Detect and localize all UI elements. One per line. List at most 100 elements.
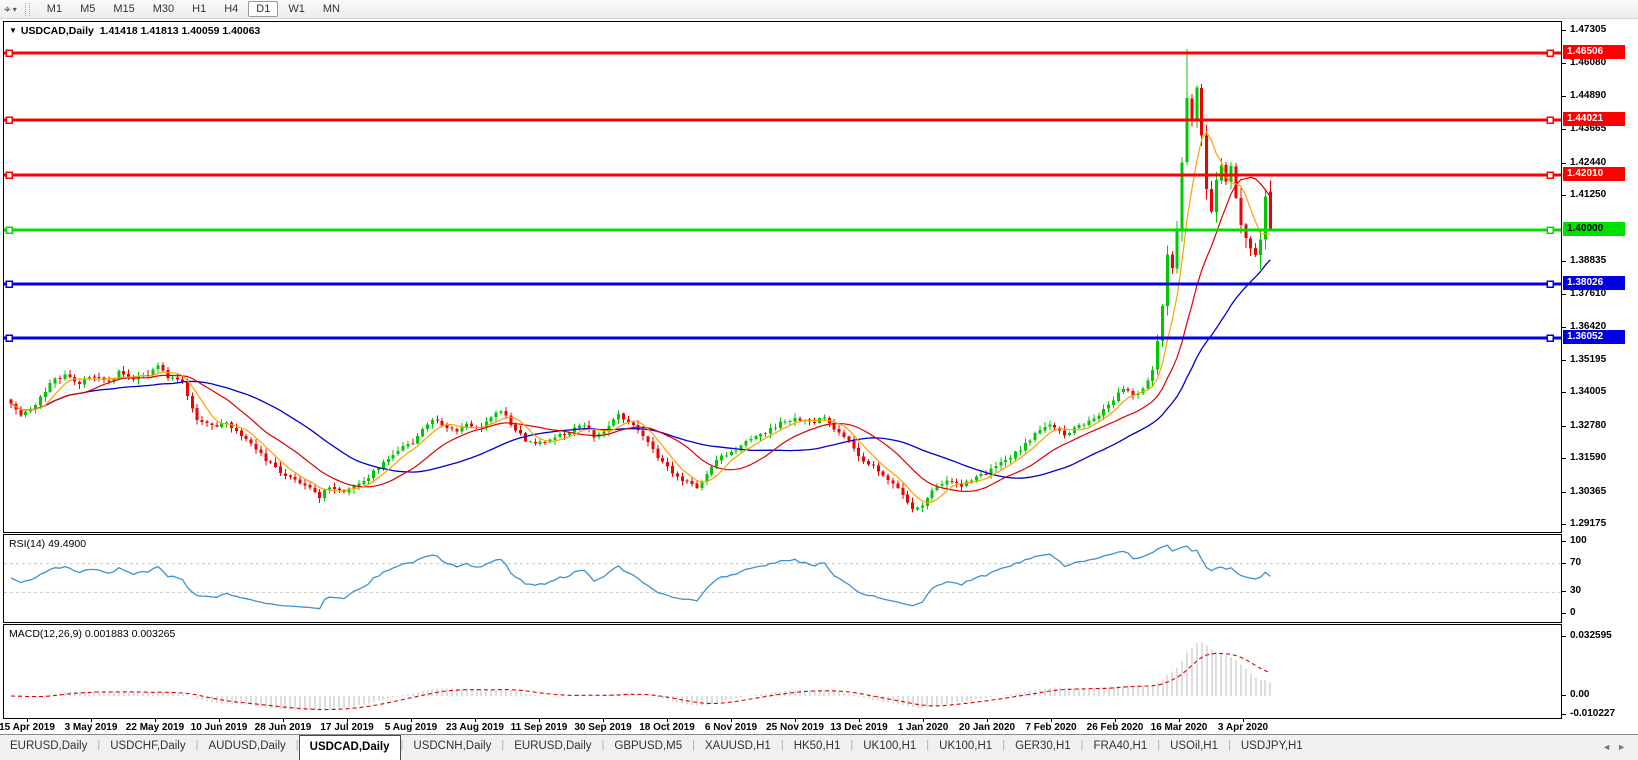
rsi-tick-label: 0 — [1562, 607, 1638, 619]
rsi-plot[interactable] — [4, 535, 1561, 622]
tab-separator: | — [1228, 739, 1231, 751]
timeframe-button-W1[interactable]: W1 — [288, 3, 305, 15]
tab-scroll-left-button[interactable]: ◄ — [1602, 742, 1618, 752]
chart-tab-USOil-H1[interactable]: USOil,H1 — [1170, 740, 1219, 752]
date-tick — [859, 718, 860, 722]
chart-tab-GBPUSD-M5[interactable]: GBPUSD,M5 — [614, 740, 683, 752]
chart-tab-EURUSD-Daily[interactable]: EURUSD,Daily — [10, 740, 88, 752]
main-chart-panel: ▼ USDCAD,Daily 1.41418 1.41813 1.40059 1.… — [3, 21, 1562, 533]
rsi-tick-label: 100 — [1562, 535, 1638, 547]
price-tick-label: 1.47305 — [1562, 24, 1638, 36]
timeframe-button-group: M1 M5 M15 M30 H1 H4 D1 W1 MN — [38, 1, 349, 17]
chart-cursor-icon[interactable]: ⌖ — [4, 2, 11, 16]
tab-separator: | — [1002, 739, 1006, 751]
macd-tick-label: 0.032595 — [1562, 630, 1638, 642]
tab-separator: | — [1080, 739, 1084, 751]
timeframe-button-H4[interactable]: H4 — [224, 3, 239, 15]
date-axis: 15 Apr 2019 3 May 2019 22 May 2019 10 Jun 2… — [0, 718, 1562, 734]
tab-separator: | — [501, 739, 505, 751]
rsi-tick-label: 30 — [1562, 585, 1638, 597]
tab-separator: | — [692, 739, 695, 751]
date-tick — [1051, 718, 1052, 722]
rsi-tick-label: 70 — [1562, 557, 1638, 569]
date-label: 17 Jul 2019 — [320, 722, 374, 733]
chart-tab-HK50-H1[interactable]: HK50,H1 — [793, 740, 841, 752]
date-tick — [411, 718, 412, 722]
date-tick — [603, 718, 604, 722]
price-axis: 1.47305 1.46080 1.44890 1.43665 1.42440 1.412… — [1562, 0, 1638, 734]
date-label: 22 May 2019 — [125, 722, 185, 733]
date-label: 11 Sep 2019 — [510, 722, 568, 733]
timeframe-button-MN[interactable]: MN — [322, 3, 340, 15]
chart-tab-USDCNH-Daily[interactable]: USDCNH,Daily — [413, 740, 492, 752]
price-tick-label: 1.29175 — [1562, 518, 1638, 530]
timeframe-button-M1[interactable]: M1 — [46, 3, 63, 15]
date-label: 18 Oct 2019 — [639, 722, 695, 733]
chart-tab-UK100-H1[interactable]: UK100,H1 — [863, 740, 917, 752]
date-label: 3 Apr 2020 — [1217, 722, 1269, 733]
chart-tab-UK100-H1[interactable]: UK100,H1 — [939, 740, 993, 752]
date-tick — [347, 718, 348, 722]
date-label: 7 Feb 2020 — [1025, 722, 1077, 733]
chart-tab-USDJPY-H1[interactable]: USDJPY,H1 — [1240, 740, 1303, 752]
price-level-chip: 1.36052 — [1563, 329, 1625, 344]
date-label: 26 Feb 2020 — [1086, 722, 1144, 733]
tab-separator: | — [601, 739, 605, 751]
tab-separator: | — [97, 739, 101, 751]
price-tick-label: 1.36420 — [1562, 321, 1638, 333]
tab-separator: | — [195, 739, 199, 751]
timeframe-button-M15[interactable]: M15 — [113, 3, 135, 15]
date-label: 16 Mar 2020 — [1150, 722, 1208, 733]
timeframe-button-D1[interactable]: D1 — [248, 1, 279, 17]
date-label: 15 Apr 2019 — [0, 722, 55, 733]
price-tick-label: 1.46080 — [1562, 57, 1638, 69]
date-label: 23 Aug 2019 — [446, 722, 504, 733]
price-tick-label: 1.38835 — [1562, 255, 1638, 267]
date-label: 25 Nov 2019 — [766, 722, 824, 733]
price-tick-label: 1.37610 — [1562, 288, 1638, 300]
main-chart-plot[interactable] — [4, 22, 1561, 532]
price-level-chip: 1.42010 — [1563, 167, 1625, 182]
macd-plot[interactable] — [4, 625, 1561, 718]
chart-tab-XAUUSD-H1[interactable]: XAUUSD,H1 — [705, 740, 771, 752]
price-tick-label: 1.34005 — [1562, 386, 1638, 398]
price-tick-label: 1.43665 — [1562, 123, 1638, 135]
chart-tab-GER30-H1[interactable]: GER30,H1 — [1015, 740, 1071, 752]
toolbar-grip-handle[interactable] — [24, 2, 30, 16]
timeframe-button-M5[interactable]: M5 — [80, 3, 96, 15]
top-toolbar: ⌖ ▾ M1 M5 M15 M30 H1 H4 D1 W1 MN — [0, 0, 1638, 19]
date-tick — [1179, 718, 1180, 722]
chart-tab-USDCHF-Daily[interactable]: USDCHF,Daily — [110, 740, 186, 752]
date-tick — [987, 718, 988, 722]
chart-tab-EURUSD-Daily[interactable]: EURUSD,Daily — [514, 740, 592, 752]
chart-tab-USDCAD-Daily[interactable]: USDCAD,Daily — [298, 735, 401, 760]
date-tick — [1243, 718, 1244, 722]
tab-separator: | — [850, 739, 854, 751]
tab-separator: | — [400, 739, 404, 751]
date-tick — [1115, 718, 1116, 722]
price-tick-label: 1.30365 — [1562, 486, 1638, 498]
date-tick — [219, 718, 220, 722]
timeframe-button-H1[interactable]: H1 — [192, 3, 207, 15]
macd-panel: MACD(12,26,9) 0.001883 0.003265 — [3, 624, 1562, 719]
chevron-down-icon[interactable]: ▾ — [12, 4, 17, 14]
date-tick — [475, 718, 476, 722]
macd-tick-label: 0.00 — [1562, 689, 1638, 701]
tab-separator: | — [780, 739, 784, 751]
date-tick — [667, 718, 668, 722]
date-tick — [795, 718, 796, 722]
chart-tab-FRA40-H1[interactable]: FRA40,H1 — [1093, 740, 1148, 752]
date-tick — [91, 718, 92, 722]
price-tick-label: 1.41250 — [1562, 189, 1638, 201]
chart-tab-AUDUSD-Daily[interactable]: AUDUSD,Daily — [208, 740, 286, 752]
price-tick-label: 1.35195 — [1562, 354, 1638, 366]
date-label: 5 Aug 2019 — [384, 722, 438, 733]
tab-scroll-right-button[interactable]: ► — [1617, 742, 1632, 752]
price-level-chip: 1.46506 — [1563, 44, 1625, 59]
timeframe-button-M30[interactable]: M30 — [152, 3, 175, 15]
tab-separator: | — [926, 739, 930, 751]
date-tick — [923, 718, 924, 722]
date-tick — [283, 718, 284, 722]
date-label: 13 Dec 2019 — [830, 722, 888, 733]
date-label: 20 Jan 2020 — [958, 722, 1016, 733]
